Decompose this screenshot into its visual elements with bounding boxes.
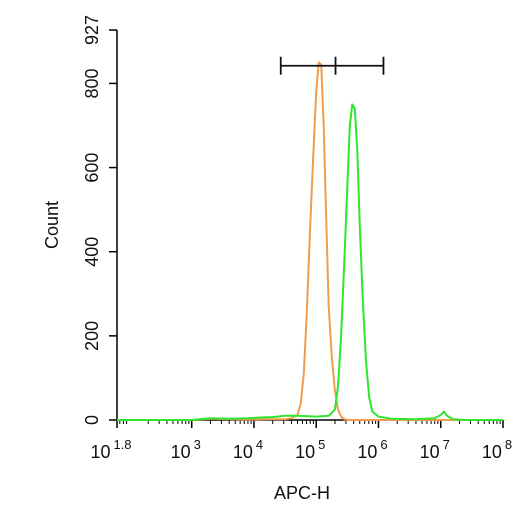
- x-tick-label: 10 6: [357, 437, 387, 462]
- y-ticks: 0 200 400 600 800 927: [82, 15, 117, 425]
- x-tick-exponent: 8: [505, 437, 512, 452]
- x-tick-exponent: 4: [256, 437, 263, 452]
- x-axis-label: APC-H: [274, 483, 330, 503]
- y-tick-label: 800: [82, 68, 102, 98]
- x-tick-exponent: 7: [443, 437, 450, 452]
- histogram-series-2: [117, 103, 503, 421]
- y-tick-label: 600: [82, 153, 102, 183]
- histogram-series-1: [117, 61, 503, 421]
- y-tick-label: 400: [82, 237, 102, 267]
- x-ticks: 10 1.8 10 3 10 4 10 5 10 6 10 7 10 8: [90, 420, 512, 462]
- y-tick-label: 200: [82, 321, 102, 351]
- x-tick-base: 10: [295, 442, 315, 462]
- x-tick-exponent: 5: [318, 437, 325, 452]
- x-tick-label: 10 4: [233, 437, 263, 462]
- x-tick-label: 10 1.8: [90, 437, 131, 462]
- x-tick-exponent: 3: [194, 437, 201, 452]
- x-tick-exponent: 6: [380, 437, 387, 452]
- x-tick-label: 10 3: [171, 437, 201, 462]
- x-tick-exponent: 1.8: [113, 437, 131, 452]
- x-tick-base: 10: [482, 442, 502, 462]
- x-tick-base: 10: [233, 442, 253, 462]
- x-tick-label: 10 7: [420, 437, 450, 462]
- x-tick-label: 10 5: [295, 437, 325, 462]
- x-tick-label: 10 8: [482, 437, 512, 462]
- y-tick-label: 0: [82, 415, 102, 425]
- gate-marker: [279, 56, 385, 75]
- x-tick-base: 10: [90, 442, 110, 462]
- y-axis-label: Count: [42, 201, 62, 249]
- x-tick-base: 10: [420, 442, 440, 462]
- x-tick-base: 10: [357, 442, 377, 462]
- x-tick-base: 10: [171, 442, 191, 462]
- y-tick-label: 927: [82, 15, 102, 45]
- series-layer: [117, 61, 503, 421]
